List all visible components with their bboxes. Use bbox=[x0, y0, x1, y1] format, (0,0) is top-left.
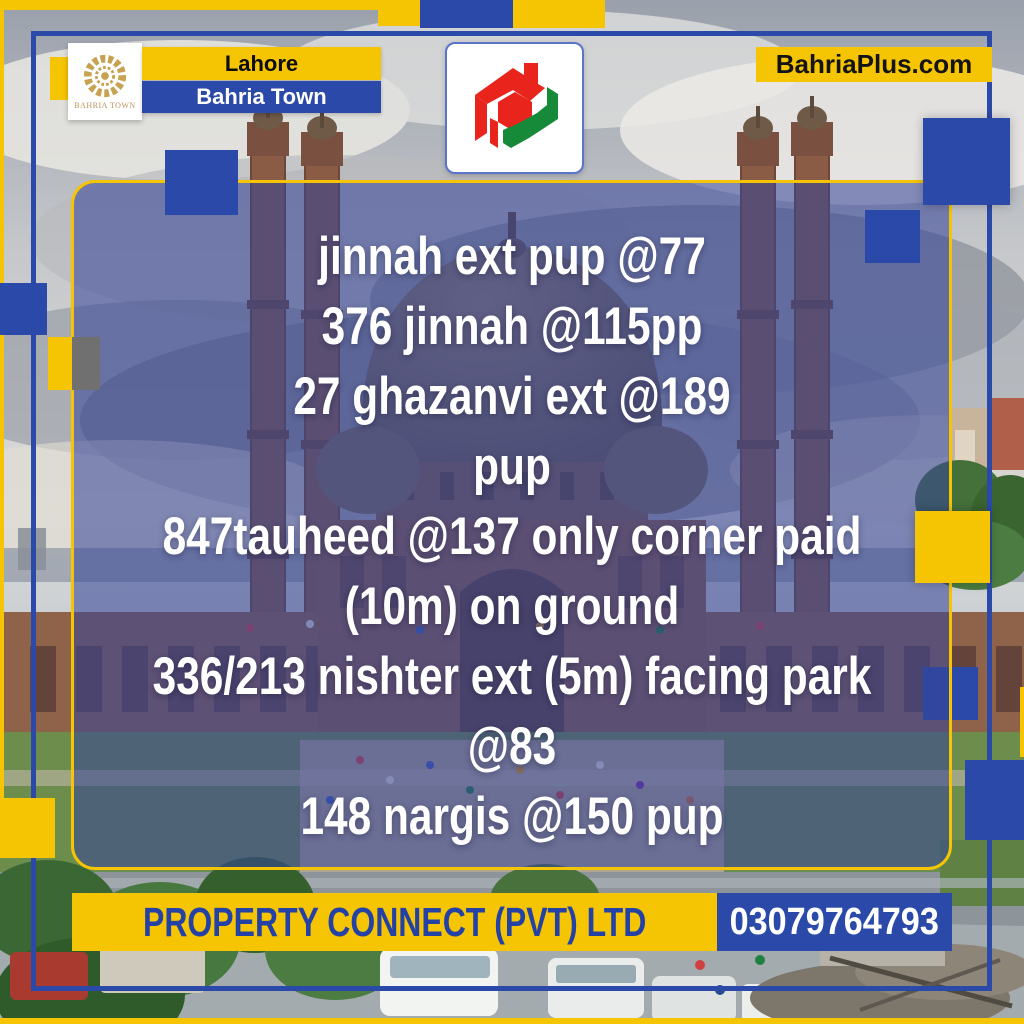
bahria-emblem-label: BAHRIA TOWN bbox=[74, 101, 136, 110]
deco-square-right-yellow bbox=[915, 511, 990, 583]
deco-strip-top bbox=[0, 0, 380, 10]
deco-square-bottom-left bbox=[0, 798, 55, 858]
listing-line: 336/213 nishter ext (5m) facing park bbox=[152, 647, 872, 706]
phone-number: 03079764793 bbox=[729, 900, 940, 943]
bahria-town-logo-box: BAHRIA TOWN bbox=[68, 43, 142, 120]
listing-line: 148 nargis @150 pup bbox=[300, 787, 724, 846]
deco-square-header bbox=[165, 150, 238, 215]
deco-strip-right bbox=[1020, 687, 1024, 757]
listing-line: (10m) on ground bbox=[344, 577, 680, 636]
deco-square-left bbox=[0, 283, 47, 335]
bahria-town-emblem-icon bbox=[83, 54, 127, 98]
community-bar: Bahria Town bbox=[142, 81, 381, 113]
listing-line: @83 bbox=[467, 717, 557, 776]
property-connect-logo-icon bbox=[474, 63, 558, 148]
deco-square-right-low bbox=[965, 760, 1024, 840]
listing-line: 847tauheed @137 only corner paid bbox=[162, 507, 862, 566]
listing-line: jinnah ext pup @77 bbox=[318, 227, 706, 286]
city-bar: Lahore bbox=[142, 47, 381, 80]
company-name: PROPERTY CONNECT (PVT) LTD bbox=[142, 898, 647, 945]
website-label: BahriaPlus.com bbox=[775, 49, 973, 79]
deco-square-top-b bbox=[420, 0, 513, 28]
community-label: Bahria Town bbox=[196, 84, 327, 109]
listing-line: 376 jinnah @115pp bbox=[321, 297, 703, 356]
property-connect-logo-box bbox=[445, 42, 584, 174]
listing-overlay-panel bbox=[71, 180, 952, 870]
phone-number-box: 03079764793 bbox=[717, 893, 952, 951]
deco-strip-bottom bbox=[0, 1018, 1024, 1024]
deco-square-left-yellow bbox=[48, 337, 72, 390]
deco-sliver-logo bbox=[50, 57, 68, 100]
deco-square-top-a bbox=[378, 0, 420, 26]
listing-details: jinnah ext pup @77 376 jinnah @115pp 27 … bbox=[134, 222, 889, 852]
deco-square-left-gray bbox=[72, 337, 100, 390]
company-name-bar: PROPERTY CONNECT (PVT) LTD bbox=[72, 893, 717, 951]
website-badge: BahriaPlus.com bbox=[756, 47, 992, 82]
listing-line: 27 ghazanvi ext @189 bbox=[293, 367, 731, 426]
listing-line: pup bbox=[473, 437, 551, 496]
deco-strip-left bbox=[0, 0, 4, 858]
city-label: Lahore bbox=[224, 50, 299, 76]
deco-square-right-small bbox=[865, 210, 920, 263]
deco-square-right-top bbox=[923, 118, 1010, 205]
deco-square-top-c bbox=[513, 0, 605, 28]
